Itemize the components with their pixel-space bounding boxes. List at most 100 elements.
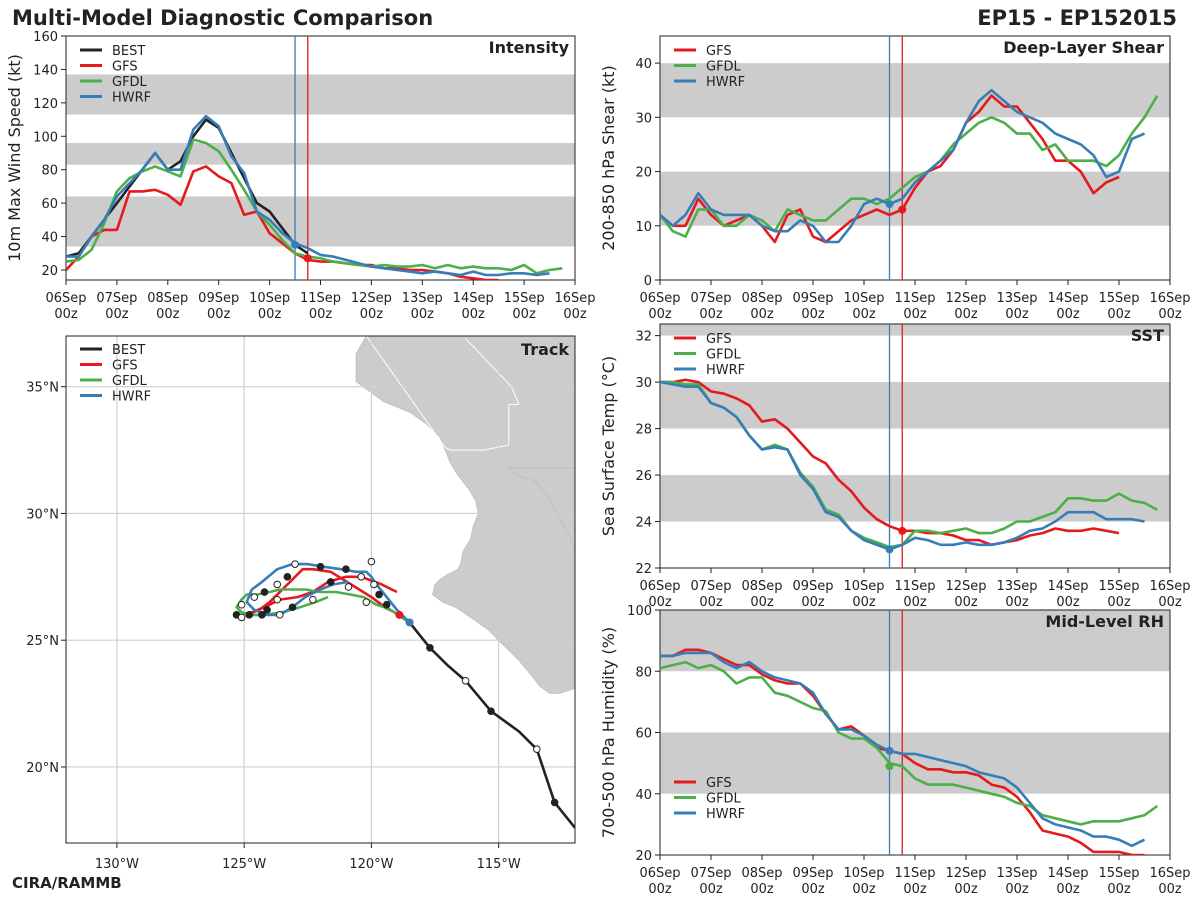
x-tick-label: 11Sep (894, 579, 935, 594)
x-tick-label: 00z (309, 307, 333, 322)
x-tick-label: 14Sep (453, 291, 494, 306)
track-point (291, 560, 299, 568)
panels: 2040608010012014016006Sep00z07Sep00z08Se… (5, 30, 1191, 897)
x-tick-label: 00z (360, 307, 384, 322)
x-tick-label: 09Sep (198, 291, 239, 306)
track-point (550, 798, 559, 807)
x-tick-label: 00z (801, 882, 825, 897)
x-tick-label: 10Sep (249, 291, 290, 306)
x-tick-label: 00z (648, 882, 672, 897)
x-tick-label: 12Sep (945, 866, 986, 881)
x-tick-label: 06Sep (639, 291, 680, 306)
x-tick-label: 12Sep (945, 291, 986, 306)
x-tick-label: 00z (699, 595, 723, 610)
track-line-hwrf (245, 562, 411, 624)
x-tick-label: 00z (750, 595, 774, 610)
y-tick-label: 28 (635, 423, 652, 438)
current-position-gfs (395, 610, 404, 619)
legend-label-gfs: GFS (112, 60, 138, 75)
x-tick-label: 00z (1056, 307, 1080, 322)
y-tick-label: 26 (635, 469, 652, 484)
track-point (487, 707, 495, 715)
shaded-band (66, 142, 575, 165)
x-tick-label: 00z (750, 882, 774, 897)
x-tick-label: 00z (801, 595, 825, 610)
y-tick-label: 160 (33, 30, 58, 45)
x-tick-label: 10Sep (843, 291, 884, 306)
x-tick-label: 00z (954, 882, 978, 897)
legend-label-best: BEST (112, 44, 145, 59)
y-tick-label: 60 (41, 197, 58, 212)
series-line-gfdl (66, 138, 563, 275)
track-point (275, 611, 284, 619)
panel-title: Intensity (489, 38, 570, 57)
x-tick-label: 14Sep (1047, 291, 1088, 306)
x-tick-label: 16Sep (1149, 291, 1190, 306)
shaded-band (660, 610, 1170, 672)
y-tick-label: 22 (635, 562, 652, 577)
track-point (273, 595, 282, 604)
x-tick-label: 00z (1056, 595, 1080, 610)
political-border (508, 403, 519, 445)
x-tick-label: 16Sep (1149, 866, 1190, 881)
track-point (245, 611, 254, 619)
legend-label-gfs: GFS (112, 359, 138, 374)
y-tick-label: 32 (635, 330, 652, 345)
footer-credit: CIRA/RAMMB (12, 874, 122, 892)
x-tick-label: 13Sep (402, 291, 443, 306)
series-line-gfdl (660, 94, 1159, 238)
land-mainland (507, 467, 575, 550)
x-tick-label: 13Sep (996, 291, 1037, 306)
x-tick-label: 12Sep (945, 579, 986, 594)
x-tick-label: 13Sep (996, 866, 1037, 881)
x-tick-label: 08Sep (147, 291, 188, 306)
track-point (382, 600, 391, 609)
x-tick-label: 07Sep (690, 291, 731, 306)
x-tick-label: 00z (852, 595, 876, 610)
y-tick-label: 20 (635, 166, 652, 181)
series-line-hwrf (660, 88, 1146, 244)
legend-label-hwrf: HWRF (706, 363, 745, 378)
track-point (357, 573, 366, 581)
x-tick-label: 09Sep (792, 866, 833, 881)
panel-intensity: 2040608010012014016006Sep00z07Sep00z08Se… (5, 30, 596, 322)
y-tick-label: 120 (33, 97, 58, 112)
x-tick-label: 00z (852, 307, 876, 322)
x-tick-label: 00z (954, 595, 978, 610)
x-tick-label: 06Sep (639, 579, 680, 594)
current-position-hwrf (405, 618, 414, 627)
legend-label-hwrf: HWRF (112, 390, 151, 405)
legend-label-gfs: GFS (706, 776, 732, 791)
shaded-band (660, 63, 1170, 118)
y-tick-label: 100 (627, 604, 652, 619)
series-line-gfs (66, 165, 499, 280)
x-tick-label: 09Sep (792, 579, 833, 594)
storm-id: EP15 - EP152015 (977, 6, 1177, 30)
x-tick-label: 00z (462, 307, 486, 322)
track-point (237, 613, 246, 622)
x-tick-label: 00z (699, 307, 723, 322)
track-point (283, 573, 292, 581)
track-point (288, 603, 297, 612)
marker-gfs (898, 526, 907, 535)
x-tick-label: 07Sep (96, 291, 137, 306)
x-tick-label: 00z (156, 307, 180, 322)
x-tick-label: 00z (563, 307, 587, 322)
x-tick-label: 00z (1158, 882, 1182, 897)
legend-label-gfdl: GFDL (706, 792, 742, 807)
y-tick-label: 20°N (26, 761, 59, 776)
x-tick-label: 125°W (222, 857, 266, 872)
y-tick-label: 30 (635, 111, 652, 126)
y-tick-label: 0 (644, 274, 652, 289)
series-line-gfs (660, 378, 1120, 547)
x-tick-label: 00z (1005, 307, 1029, 322)
x-tick-label: 00z (903, 595, 927, 610)
x-tick-label: 15Sep (1098, 866, 1139, 881)
y-tick-label: 30°N (26, 507, 59, 522)
x-tick-label: 00z (699, 882, 723, 897)
shaded-band (66, 196, 575, 247)
y-tick-label: 80 (635, 665, 652, 680)
x-tick-label: 16Sep (554, 291, 595, 306)
x-tick-label: 08Sep (741, 866, 782, 881)
series-line-hwrf (66, 114, 550, 277)
